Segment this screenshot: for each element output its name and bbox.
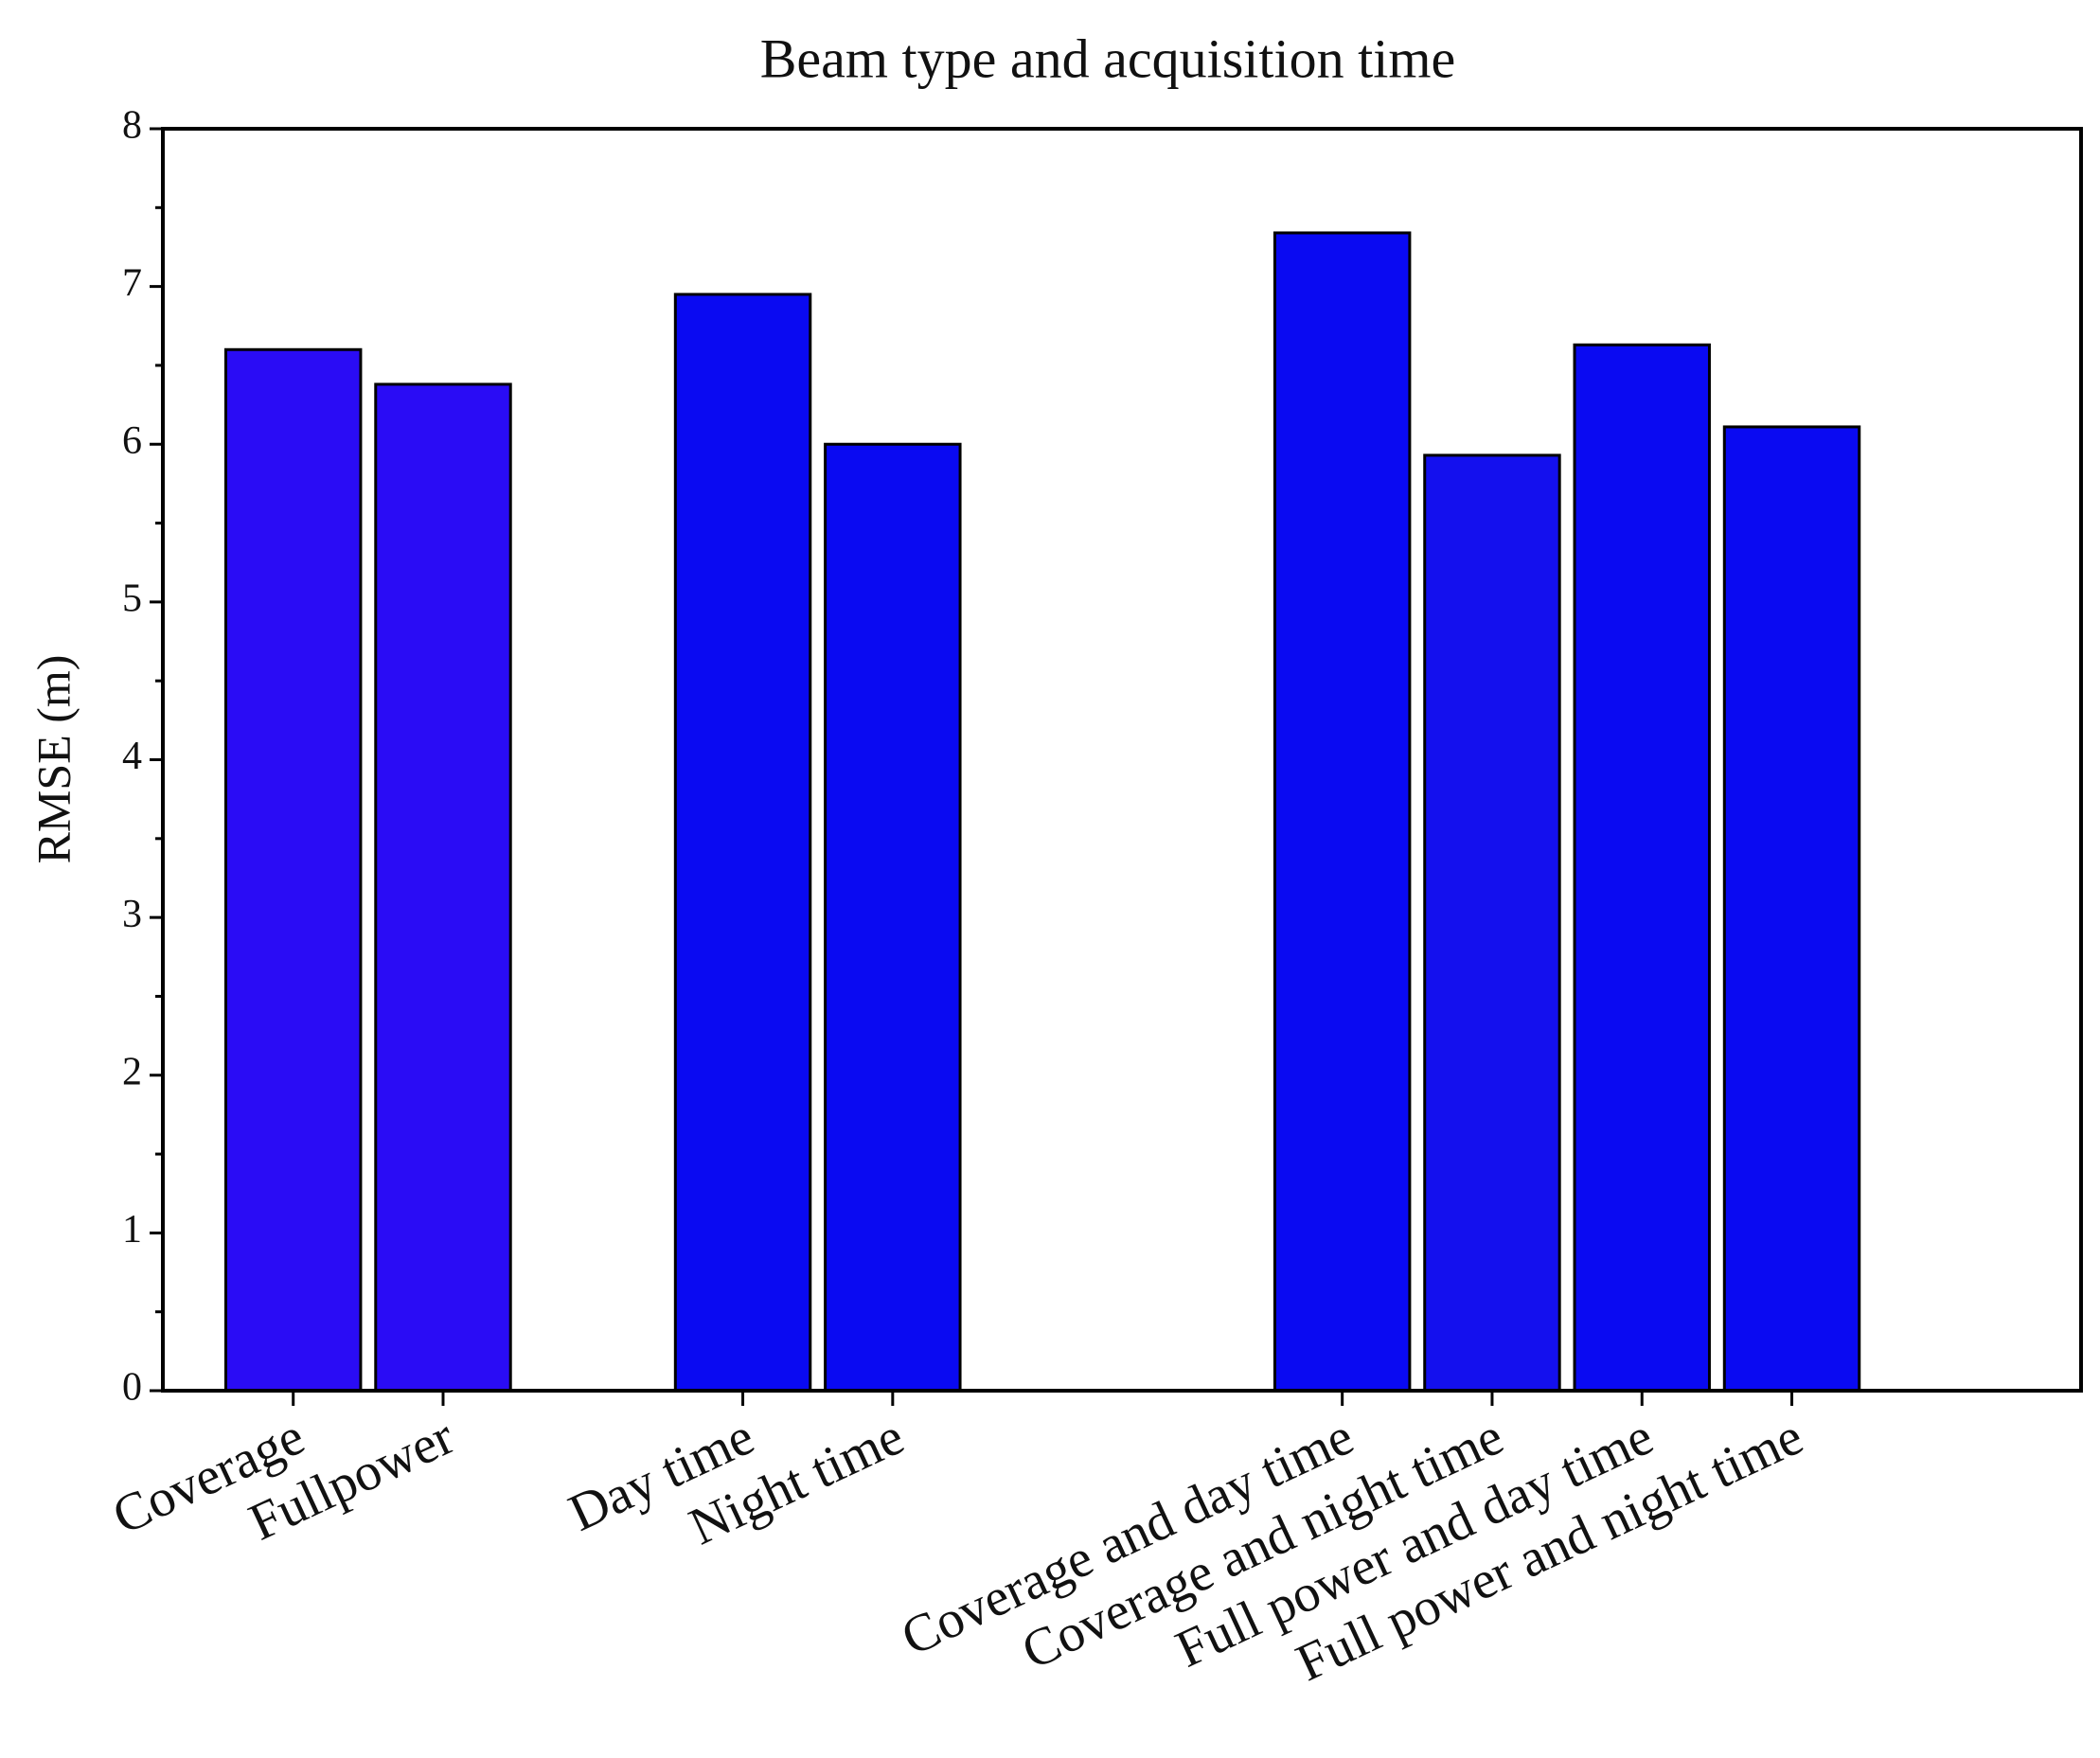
y-tick-label: 0	[122, 1366, 142, 1410]
bar	[223, 347, 363, 1393]
y-axis-label: RMSE (m)	[27, 655, 80, 864]
y-tick-label: 4	[122, 735, 142, 778]
bar	[374, 382, 512, 1393]
bar	[1272, 231, 1412, 1393]
y-tick-label: 7	[122, 261, 142, 305]
bar	[824, 442, 962, 1393]
y-tick-label: 1	[122, 1208, 142, 1252]
chart-title: Beam type and acquisition time	[760, 27, 1456, 89]
y-tick-label: 5	[122, 577, 142, 621]
plot-frame	[161, 127, 2083, 1393]
y-tick-label: 6	[122, 419, 142, 463]
bar	[1722, 425, 1861, 1393]
bar	[1423, 453, 1561, 1393]
bar	[1573, 343, 1711, 1393]
y-tick-label: 8	[122, 104, 142, 148]
y-tick-label: 2	[122, 1050, 142, 1093]
y-tick-label: 3	[122, 893, 142, 936]
bar	[673, 293, 812, 1393]
